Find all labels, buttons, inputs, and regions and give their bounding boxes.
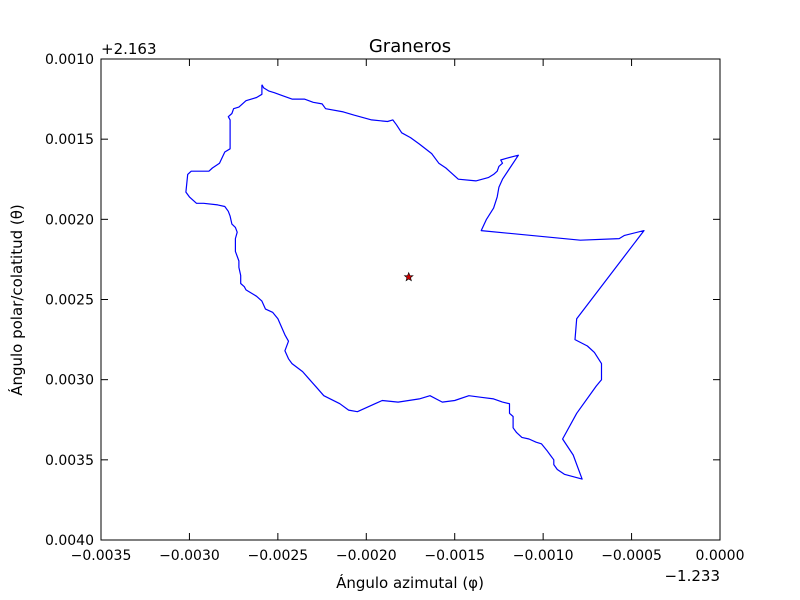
y-tick-label: 0.0025 xyxy=(45,293,94,309)
x-tick-label: 0.0000 xyxy=(696,548,745,564)
series-layer xyxy=(185,84,645,480)
x-tick-label: −0.0005 xyxy=(601,548,662,564)
x-tick-label: −0.0010 xyxy=(513,548,574,564)
x-axis-ticks: −0.0035 −0.0030 −0.0025 −0.0020 −0.0015 −0.00… xyxy=(71,59,745,564)
y-tick-label: 0.0030 xyxy=(45,373,94,389)
x-tick-label: −0.0025 xyxy=(247,548,308,564)
y-tick-label: 0.0015 xyxy=(45,132,94,148)
y-tick-label: 0.0010 xyxy=(45,52,94,68)
x-tick-label: −0.0015 xyxy=(424,548,485,564)
x-tick-label: −0.0035 xyxy=(71,548,132,564)
x-tick-label: −0.0020 xyxy=(336,548,397,564)
chart-title: Graneros xyxy=(369,36,451,57)
x-axis-offset-label: −1.233 xyxy=(664,567,720,585)
y-tick-label: 0.0035 xyxy=(45,453,94,469)
x-tick-label: −0.0030 xyxy=(159,548,220,564)
y-tick-label: 0.0040 xyxy=(45,533,94,549)
region-boundary-line xyxy=(185,84,645,480)
x-axis-label: Ángulo azimutal (φ) xyxy=(336,573,484,592)
plot-area: −0.0035 −0.0030 −0.0025 −0.0020 −0.0015 −0.00… xyxy=(45,52,745,564)
y-axis-label: Ángulo polar/colatitud (θ) xyxy=(7,204,26,396)
y-axis-offset-label: +2.163 xyxy=(101,40,157,58)
y-axis-ticks: 0.0010 0.0015 0.0020 0.0025 0.0030 0.0035 0.00… xyxy=(45,52,720,549)
y-tick-label: 0.0020 xyxy=(45,212,94,228)
centroid-star-marker xyxy=(403,271,414,282)
